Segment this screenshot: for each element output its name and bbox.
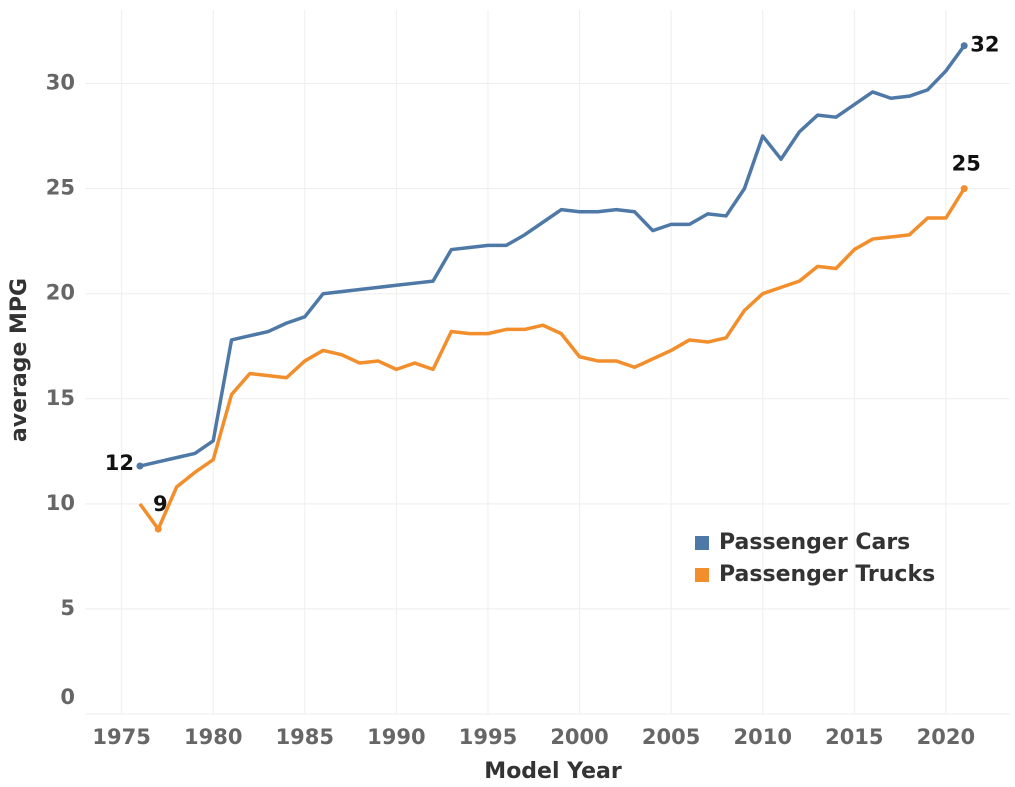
x-axis-title: Model Year xyxy=(484,759,622,784)
x-tick-label: 2000 xyxy=(550,725,608,749)
line xyxy=(139,44,966,468)
legend-swatch xyxy=(695,536,709,550)
y-tick-label: 15 xyxy=(46,386,75,410)
value-label: 12 xyxy=(105,451,134,475)
legend-label: Passenger Trucks xyxy=(719,562,935,587)
end-point xyxy=(154,525,162,533)
line xyxy=(138,187,966,531)
legend-label: Passenger Cars xyxy=(719,530,910,555)
y-tick-label: 25 xyxy=(46,176,75,200)
x-tick-label: 2015 xyxy=(825,725,883,749)
value-label: 25 xyxy=(952,152,981,176)
y-tick-label: 20 xyxy=(46,281,75,305)
y-axis-title: average MPG xyxy=(7,278,32,442)
x-tick-label: 1975 xyxy=(92,725,150,749)
value-label: 9 xyxy=(153,492,168,516)
y-tick-label: 10 xyxy=(46,491,75,515)
x-tick-label: 1990 xyxy=(367,725,425,749)
x-tick-label: 2005 xyxy=(642,725,700,749)
end-point xyxy=(136,462,144,470)
x-tick-label: 1995 xyxy=(459,725,517,749)
legend-swatch xyxy=(695,568,709,582)
y-tick-label: 0 xyxy=(60,685,75,709)
x-tick-label: 1980 xyxy=(184,725,242,749)
x-tick-label: 1985 xyxy=(276,725,334,749)
y-tick-label: 5 xyxy=(60,596,75,620)
value-label: 32 xyxy=(970,33,999,57)
y-tick-label: 30 xyxy=(46,71,75,95)
end-point xyxy=(960,185,968,193)
x-tick-label: 2010 xyxy=(733,725,791,749)
end-point xyxy=(960,42,968,50)
x-tick-label: 2020 xyxy=(917,725,975,749)
